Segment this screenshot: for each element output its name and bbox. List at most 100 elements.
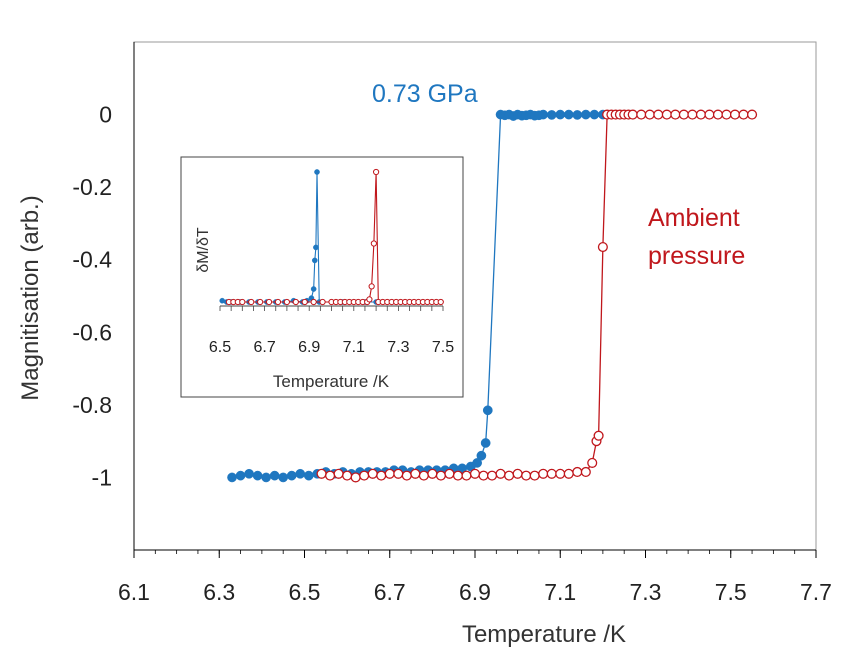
data-point [227, 472, 237, 483]
inset-data-point [319, 298, 326, 306]
x-tick-label: 7.3 [630, 579, 662, 605]
inset-data-point [239, 298, 246, 306]
data-point [580, 109, 591, 120]
y-tick-label: 0 [99, 102, 112, 128]
data-point [555, 468, 566, 479]
inset-data-point [257, 298, 264, 306]
data-point [593, 430, 604, 441]
data-point [286, 470, 297, 481]
x-tick-label: 6.3 [203, 579, 235, 605]
data-point [538, 109, 549, 120]
inset-data-point [292, 298, 299, 306]
data-point [546, 110, 557, 120]
data-point [252, 470, 263, 481]
data-point [342, 470, 353, 481]
y-tick-label: -0.8 [72, 392, 112, 418]
data-point [444, 468, 455, 479]
data-point [636, 109, 647, 120]
inset-x-tick-label: 7.3 [387, 339, 409, 356]
x-tick-label: 6.9 [459, 579, 491, 605]
inset-data-point [437, 298, 444, 306]
data-point [687, 109, 698, 120]
data-point [418, 470, 429, 481]
inset-data-point [274, 298, 282, 306]
data-point [653, 109, 664, 120]
data-point [401, 470, 412, 481]
y-tick-label: -1 [92, 464, 112, 490]
data-point [563, 109, 574, 120]
x-tick-label: 7.1 [544, 579, 576, 605]
data-point [269, 470, 280, 481]
annotation-pressure: 0.73 GPa [372, 80, 478, 108]
data-point [695, 109, 706, 120]
inset-data-point [366, 296, 373, 303]
data-point [580, 466, 591, 478]
data-point [712, 109, 724, 120]
inset-series [219, 168, 444, 306]
data-point [529, 470, 540, 481]
data-point [589, 109, 600, 120]
data-point [738, 109, 749, 120]
data-point [478, 470, 489, 481]
data-point [538, 468, 549, 479]
inset-data-point [311, 257, 318, 264]
data-point [367, 468, 378, 479]
data-point [469, 468, 481, 479]
data-point [644, 109, 655, 120]
data-point [512, 468, 523, 479]
data-point [435, 470, 446, 481]
data-point [597, 241, 608, 253]
inset-data-point [373, 168, 380, 176]
data-point [410, 468, 421, 479]
data-point [235, 470, 246, 481]
data-point [747, 109, 758, 120]
annotation-pressure-word: pressure [648, 242, 745, 270]
inset-data-point [301, 298, 308, 306]
data-point [704, 109, 715, 120]
data-point [303, 470, 314, 481]
inset-data-point [310, 286, 317, 292]
inset-x-tick-label: 6.5 [209, 339, 231, 356]
inset-data-point [370, 240, 377, 247]
y-tick-label: -0.6 [72, 319, 112, 345]
inset-data-point [368, 283, 375, 290]
data-point [295, 468, 306, 479]
inset-x-tick-label: 6.9 [298, 339, 320, 356]
y-tick-label: -0.2 [72, 174, 112, 200]
x-tick-label: 6.5 [289, 579, 321, 605]
inset-data-point [283, 298, 290, 306]
data-point [678, 109, 689, 120]
data-point [587, 457, 598, 468]
data-point [572, 466, 583, 478]
data-point [359, 470, 370, 481]
data-point [729, 109, 741, 120]
data-point [376, 470, 387, 481]
data-point [472, 458, 482, 468]
data-point [333, 468, 344, 479]
data-point [244, 468, 254, 479]
inset-x-axis-title: Temperature /K [273, 372, 390, 391]
x-ticks: 6.1 6.3 6.5 6.7 6.9 7.1 7.3 7.5 7.7 [118, 550, 832, 605]
data-point [316, 468, 327, 479]
inset-x-tick-label: 7.1 [343, 339, 365, 356]
data-point [563, 468, 574, 479]
data-point [495, 468, 506, 479]
data-point [278, 472, 289, 483]
data-point [350, 472, 361, 483]
data-point [325, 470, 336, 481]
data-point [521, 470, 532, 481]
inset-data-point [313, 244, 319, 251]
inset-data-point [310, 298, 317, 306]
data-point [480, 438, 491, 448]
data-point [555, 109, 566, 120]
data-point [393, 468, 404, 479]
inset-data-point [248, 298, 255, 306]
y-axis-title: Magnitisation (arb.) [17, 195, 44, 400]
x-axis-title: Temperature /K [462, 621, 626, 648]
data-point [546, 468, 557, 479]
data-point [384, 468, 395, 479]
data-point [486, 470, 498, 481]
inset-x-ticks: 6.5 6.7 6.9 7.1 7.3 7.5 [209, 306, 454, 356]
data-point [572, 110, 583, 120]
